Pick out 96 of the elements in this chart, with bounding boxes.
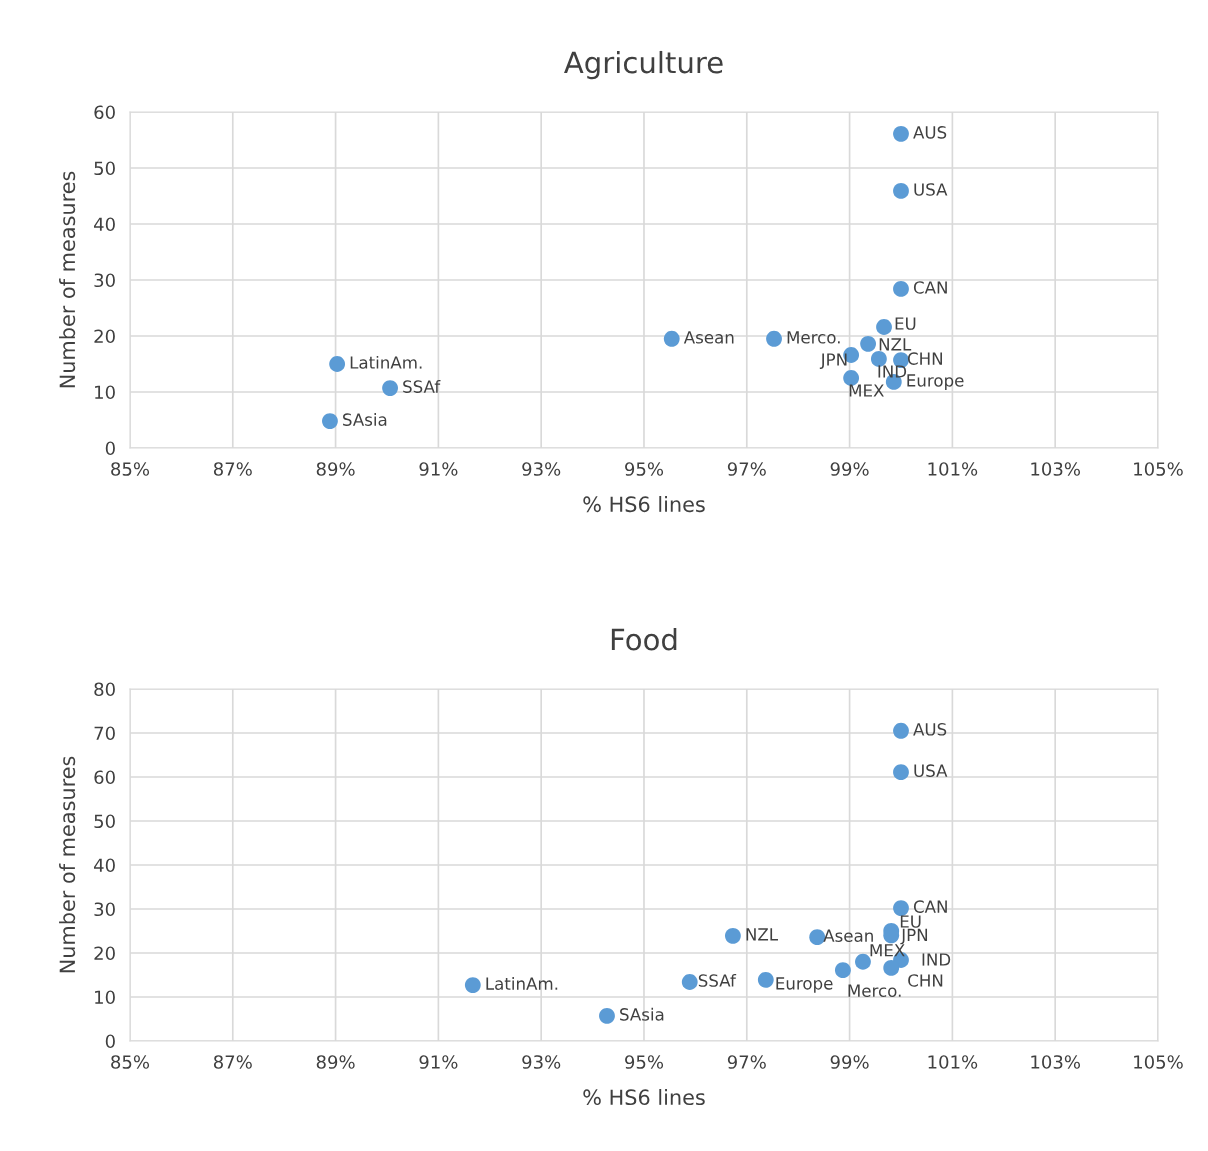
- point: [766, 330, 782, 347]
- y-tick-label: 20: [94, 329, 115, 344]
- x-tick-label: 85%: [111, 1055, 150, 1069]
- x-tick-label: 95%: [625, 462, 664, 476]
- annotation: CAN: [913, 900, 947, 913]
- point: [724, 927, 741, 944]
- x-axis-title: % HS6 lines: [583, 496, 705, 513]
- x-tick-label: 99%: [830, 1055, 869, 1069]
- x-tick-label: 93%: [522, 1055, 561, 1069]
- point: [329, 356, 346, 372]
- point: [855, 953, 871, 970]
- annotation: USA: [914, 764, 948, 777]
- x-tick-label: 87%: [213, 462, 252, 476]
- x-tick-label: 97%: [727, 462, 766, 476]
- point: [322, 413, 338, 430]
- point: [464, 977, 481, 994]
- y-tick-label: 10: [95, 990, 115, 1005]
- annotation: LatinAm.: [486, 977, 558, 990]
- chart-title: Agriculture: [564, 50, 723, 80]
- y-tick-label: 0: [105, 1034, 115, 1049]
- y-tick-label: 30: [94, 902, 115, 917]
- annotation: Europe: [776, 977, 833, 993]
- point: [893, 183, 909, 199]
- point: [681, 974, 698, 990]
- point: [893, 281, 909, 297]
- y-tick-label: 10: [95, 385, 115, 400]
- y-tick-label: 30: [94, 273, 115, 288]
- annotation: LatinAm.: [350, 355, 422, 369]
- point: [843, 370, 860, 386]
- y-tick-label: 50: [94, 814, 115, 829]
- annotation: Merco.: [787, 331, 840, 344]
- annotation: EU: [900, 915, 921, 928]
- point: [870, 351, 887, 367]
- x-tick-label: 91%: [419, 1055, 458, 1069]
- annotation: Merco.: [848, 984, 901, 997]
- y-tick-label: 40: [94, 858, 115, 873]
- y-tick-label: 50: [94, 161, 115, 176]
- point: [893, 764, 909, 781]
- x-tick-label: 93%: [522, 462, 561, 476]
- point: [893, 722, 909, 739]
- annotation: MEX: [849, 384, 884, 397]
- point: [382, 380, 398, 396]
- x-axis-title: % HS6 lines: [583, 1088, 705, 1106]
- point: [860, 335, 877, 352]
- annotation: EU: [895, 317, 916, 330]
- y-tick-label: 80: [94, 682, 115, 697]
- annotation: IND: [922, 953, 951, 966]
- point: [893, 900, 909, 917]
- point: [893, 125, 909, 142]
- annotation: SAsia: [343, 413, 387, 426]
- annotation: CHN: [908, 974, 943, 987]
- x-tick-label: 101%: [928, 462, 978, 476]
- y-tick-label: 0: [105, 441, 115, 456]
- y-tick-label: 70: [94, 726, 115, 741]
- annotation: USA: [914, 183, 948, 196]
- point: [834, 962, 851, 979]
- chart-title: Food: [611, 627, 677, 651]
- point: [663, 330, 680, 347]
- annotation: SSAf: [698, 973, 737, 987]
- x-tick-label: 89%: [316, 1055, 355, 1069]
- y-axis-title: Number of measures: [59, 756, 76, 973]
- x-tick-label: 95%: [625, 1055, 664, 1069]
- x-tick-label: 101%: [928, 1055, 978, 1069]
- annotation: MEX: [870, 944, 905, 957]
- x-tick-label: 105%: [1134, 462, 1183, 476]
- annotation: NZL: [879, 338, 912, 351]
- x-tick-label: 91%: [419, 462, 458, 476]
- annotation: SAsia: [620, 1007, 664, 1021]
- annotation: Europe: [907, 374, 964, 390]
- x-tick-label: 103%: [1031, 1055, 1080, 1069]
- point: [757, 971, 774, 988]
- y-tick-label: 60: [94, 770, 115, 785]
- y-tick-label: 40: [94, 217, 115, 232]
- annotation: JPN: [819, 353, 847, 369]
- annotation: IND: [878, 365, 907, 378]
- y-tick-label: 20: [94, 946, 115, 961]
- y-tick-label: 60: [94, 105, 115, 120]
- annotation: SSAf: [403, 379, 441, 393]
- annotation: AUS: [913, 723, 947, 736]
- annotation: AUS: [913, 126, 947, 139]
- annotation: CAN: [913, 281, 947, 294]
- point: [883, 960, 900, 976]
- y-axis-title: Number of measures: [59, 171, 76, 388]
- annotation: JPN: [900, 928, 928, 945]
- x-tick-label: 87%: [213, 1055, 252, 1069]
- x-tick-label: 85%: [111, 462, 150, 476]
- x-tick-label: 99%: [830, 462, 869, 476]
- annotation: CHN: [907, 352, 942, 365]
- x-tick-label: 103%: [1031, 462, 1080, 476]
- point: [876, 319, 892, 335]
- annotation: Asean: [683, 331, 734, 344]
- annotation: NZL: [746, 928, 778, 941]
- x-tick-label: 105%: [1134, 1055, 1183, 1069]
- x-tick-label: 89%: [316, 462, 355, 476]
- x-tick-label: 97%: [727, 1055, 766, 1069]
- point: [599, 1007, 615, 1024]
